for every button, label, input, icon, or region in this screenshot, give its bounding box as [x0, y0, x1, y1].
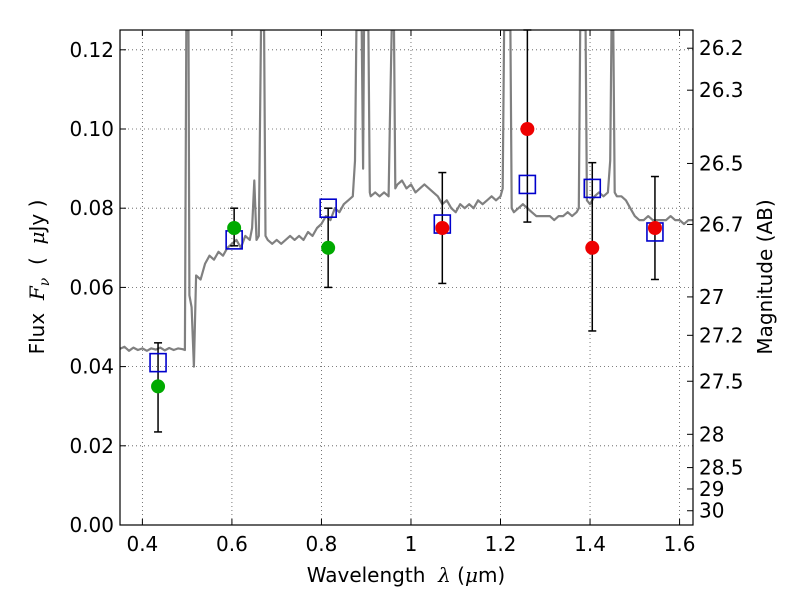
y-axis-label-subscript: ν — [37, 277, 53, 286]
x-tick-label: 1.4 — [574, 532, 606, 556]
x-tick-label: 0.6 — [216, 532, 248, 556]
markers — [149, 122, 664, 394]
optical-point — [151, 379, 166, 394]
model-point — [583, 178, 602, 199]
y2-tick-label: 30 — [699, 499, 724, 523]
spectrum-line — [120, 30, 693, 368]
y-axis-label-unit-open: ( — [25, 244, 49, 277]
y2-tick-label: 27.2 — [699, 323, 744, 347]
x-axis-label-symbol: λ — [437, 563, 451, 587]
x-tick-label: 1.2 — [485, 532, 517, 556]
y2-tick-label: 28.5 — [699, 456, 744, 480]
y2-tick-label: 26.3 — [699, 78, 744, 102]
y-axis-label-unit-symbol: μ — [25, 231, 49, 244]
y2-tick-label: 27 — [699, 285, 724, 309]
optical-point — [321, 240, 336, 255]
x-axis-label-unit-symbol: μ — [465, 563, 478, 587]
infrared-point — [435, 221, 450, 235]
y-axis-label: Flux Fν ( μJy ) — [25, 200, 53, 355]
y-axis-label-prefix: Flux — [25, 300, 49, 354]
y-tick-label: 0.10 — [69, 117, 114, 141]
infrared-point — [647, 221, 662, 235]
plot-frame — [119, 29, 694, 526]
x-axis-label: Wavelength λ (μm) — [307, 563, 506, 587]
optical-point — [227, 221, 242, 235]
y-tick-label: 0.04 — [69, 355, 114, 379]
infrared-point — [520, 122, 535, 136]
model-point — [149, 352, 167, 373]
x-tick-label: 1 — [405, 532, 418, 556]
y-axis-label-symbol: F — [25, 285, 49, 301]
y2-tick-label: 26.7 — [699, 212, 744, 236]
x-axis-label-unit-rest: m) — [478, 563, 505, 587]
y-tick-label: 0.08 — [69, 196, 114, 220]
y-tick-label: 0.12 — [69, 38, 114, 62]
data-layer — [120, 30, 693, 368]
y-tick-label: 0.06 — [69, 275, 114, 299]
y2-tick-label: 26.5 — [699, 151, 744, 175]
y2-tick-label: 27.5 — [699, 369, 744, 393]
y-tick-label: 0.02 — [69, 434, 114, 458]
y2-axis-label: Magnitude (AB) — [753, 199, 777, 354]
y2-tick-label: 29 — [699, 477, 724, 501]
plot-background — [120, 30, 693, 525]
y2-tick-label: 26.2 — [699, 36, 744, 60]
x-tick-label: 0.8 — [306, 532, 338, 556]
y-tick-label: 0.00 — [69, 513, 114, 537]
y2-tick-label: 28 — [699, 422, 724, 446]
model-point — [319, 198, 337, 218]
ticks: 0.4 0.6 0.8 1 1.2 1.4 1.6 0.00 0.02 0.04 0.06 0.08 0… — [69, 30, 744, 556]
infrared-point — [585, 240, 600, 255]
x-tick-label: 0.4 — [126, 532, 158, 556]
y-axis-label-unit-rest: Jy ) — [25, 200, 49, 234]
x-tick-label: 1.6 — [664, 532, 696, 556]
x-axis-label-unit-open: ( — [451, 563, 465, 587]
model-point — [518, 174, 537, 195]
grid — [120, 30, 693, 525]
x-axis-label-prefix: Wavelength — [307, 563, 438, 587]
